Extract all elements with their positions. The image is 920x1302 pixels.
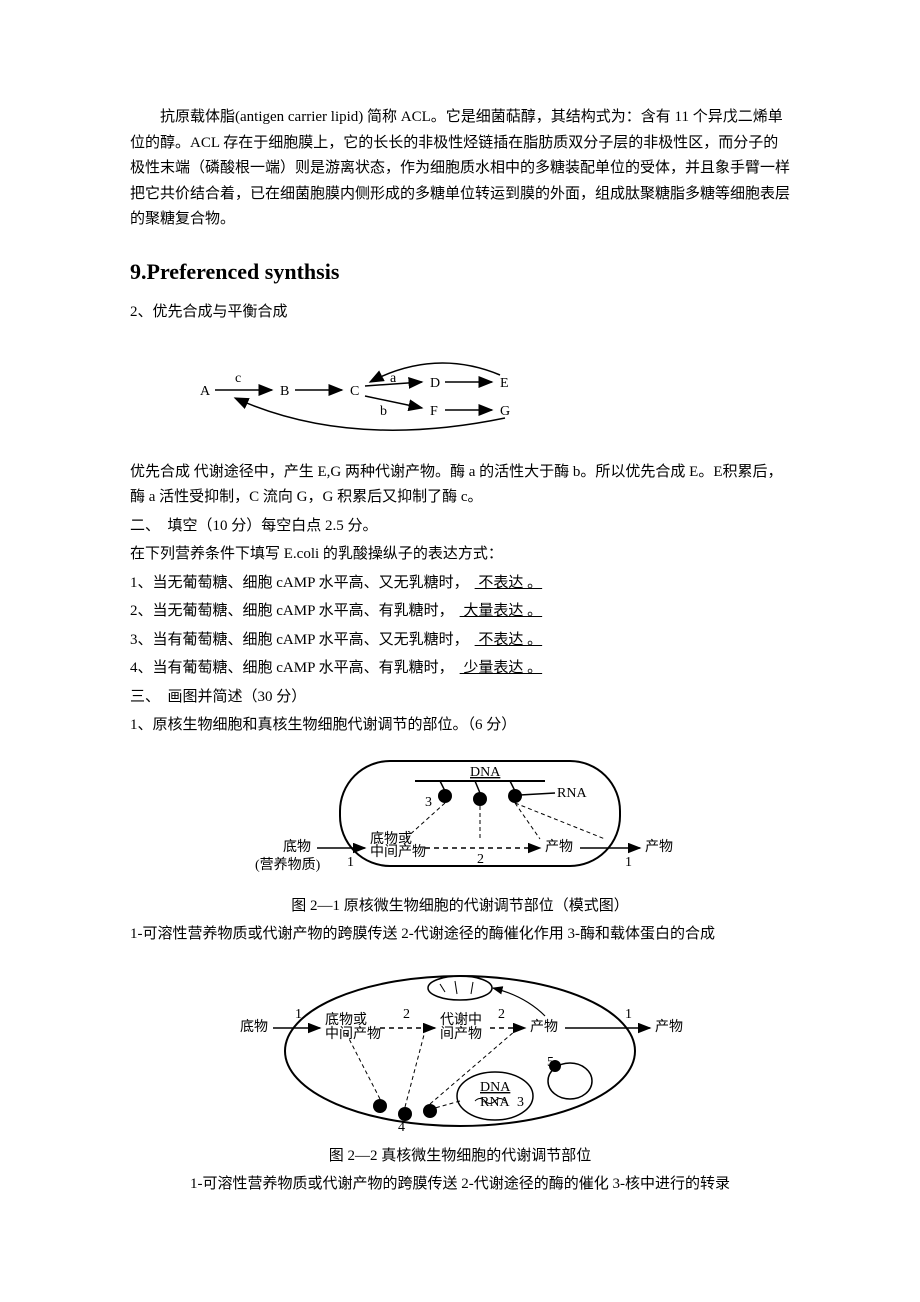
fig21-desc: 1-可溶性营养物质或代谢产物的跨膜传送 2-代谢途径的酶催化作用 3-酶和载体蛋… (130, 922, 790, 948)
pathway-svg: A B C D E F G c a b (170, 340, 550, 435)
substrate-label: 底物 (283, 839, 311, 855)
product-out-label: 产物 (645, 839, 673, 855)
figure-2-2: 5 DNA RNA 3 4 底物 1 底物或 中间产物 2 代谢中 间产物 2 … (225, 966, 695, 1136)
dna-label: DNA (470, 765, 501, 780)
rna-ln2 (475, 781, 480, 793)
fig21-caption: 图 2—1 原核微生物细胞的代谢调节部位（模式图） (130, 894, 790, 920)
int2-l1: 代谢中 (440, 1012, 482, 1028)
q4-stem: 4、当有葡萄糖、细胞 cAMP 水平高、有乳糖时， (130, 660, 454, 676)
section-3-q1: 1、原核生物细胞和真核生物细胞代谢调节的部位。（6 分） (130, 713, 790, 739)
org-dash3 (471, 982, 473, 994)
n1-label: 1 (347, 855, 354, 870)
org-dash1 (440, 984, 445, 992)
n2-2: 2 (403, 1007, 410, 1022)
int1-l2: 中间产物 (325, 1026, 381, 1042)
node-b: B (280, 384, 289, 399)
ribo-e3 (423, 1104, 437, 1118)
edge-label-b: b (380, 404, 387, 419)
node-g: G (500, 404, 510, 419)
ribo-e1 (373, 1099, 387, 1113)
section-3-heading: 三、 画图并简述（30 分） (130, 685, 790, 711)
q1-answer: 不表达 。 (469, 575, 549, 591)
node-c: C (350, 384, 359, 399)
fig22-desc: 1-可溶性营养物质或代谢产物的跨膜传送 2-代谢途径的酶的催化 3-核中进行的转… (130, 1172, 790, 1198)
q1-stem: 1、当无葡萄糖、细胞 cAMP 水平高、又无乳糖时， (130, 575, 469, 591)
node-a: A (200, 384, 211, 399)
rna-label-2: RNA (480, 1095, 510, 1110)
q3-stem: 3、当有葡萄糖、细胞 cAMP 水平高、又无乳糖时， (130, 632, 469, 648)
int1-l1: 底物或 (325, 1012, 367, 1028)
heading-9: 9.Preferenced synthsis (130, 253, 790, 290)
n3-label-2: 3 (517, 1095, 524, 1110)
rna-label: RNA (557, 786, 587, 801)
n2-label: 2 (477, 852, 484, 867)
dash-3 (515, 803, 540, 839)
edge-c-f (365, 396, 422, 408)
dash-mem (515, 803, 605, 839)
n2b-2: 2 (498, 1007, 505, 1022)
q1: 1、当无葡萄糖、细胞 cAMP 水平高、又无乳糖时， 不表达 。 (130, 571, 790, 597)
node-e: E (500, 376, 509, 391)
q3: 3、当有葡萄糖、细胞 cAMP 水平高、又无乳糖时， 不表达 。 (130, 628, 790, 654)
q3-answer: 不表达 。 (469, 632, 549, 648)
nutrient-label: (营养物质) (255, 857, 321, 873)
org-dash2 (455, 981, 457, 994)
q2: 2、当无葡萄糖、细胞 cAMP 水平高、有乳糖时， 大量表达 。 (130, 599, 790, 625)
q4-answer: 少量表达 。 (454, 660, 549, 676)
line-priority-intro: 2、优先合成与平衡合成 (130, 300, 790, 326)
feedback-g-ab (235, 398, 505, 430)
priority-explanation: 优先合成 代谢途径中，产生 E,G 两种代谢产物。酶 a 的活性大于酶 b。所以… (130, 460, 790, 511)
fig22-caption: 图 2—2 真核微生物细胞的代谢调节部位 (130, 1144, 790, 1170)
n1b-2: 1 (625, 1007, 632, 1022)
section-2-heading: 二、 填空（10 分）每空白点 2.5 分。 (130, 514, 790, 540)
figure-2-1: DNA RNA 3 底物 (营养物质) 底物或 中间产物 1 2 产物 产物 1 (245, 751, 675, 886)
fill-intro: 在下列营养条件下填写 E.coli 的乳酸操纵子的表达方式： (130, 542, 790, 568)
q2-answer: 大量表达 。 (454, 603, 549, 619)
node-f: F (430, 404, 438, 419)
node-d: D (430, 376, 440, 391)
paragraph-acl: 抗原载体脂(antigen carrier lipid) 简称 ACL。它是细菌… (130, 105, 790, 233)
ribosome-2 (473, 792, 487, 806)
ribo-e2 (398, 1107, 412, 1121)
ribo-er (549, 1060, 561, 1072)
n3-label: 3 (425, 795, 432, 810)
product-mid: 产物 (530, 1019, 558, 1035)
dash-nr (435, 1101, 460, 1108)
n4-label: 4 (398, 1120, 405, 1135)
edge-label-c: c (235, 371, 241, 386)
ribosome-3 (508, 789, 522, 803)
n1b-label: 1 (625, 855, 632, 870)
intermediate-l2: 中间产物 (370, 844, 426, 860)
organelle-top (428, 976, 492, 1000)
rna-tail (520, 793, 555, 795)
int2-l2: 间产物 (440, 1026, 482, 1042)
dna-label-2: DNA (480, 1080, 511, 1095)
ribosome-1 (438, 789, 452, 803)
q4: 4、当有葡萄糖、细胞 cAMP 水平高、有乳糖时， 少量表达 。 (130, 656, 790, 682)
q2-stem: 2、当无葡萄糖、细胞 cAMP 水平高、有乳糖时， (130, 603, 454, 619)
pathway-diagram: A B C D E F G c a b (170, 340, 790, 445)
product-in-label: 产物 (545, 839, 573, 855)
dash-up2 (405, 1031, 425, 1107)
product-out-2: 产物 (655, 1019, 683, 1035)
n1-2: 1 (295, 1007, 302, 1022)
substrate-2: 底物 (240, 1019, 268, 1035)
cell-membrane-euk (285, 976, 635, 1126)
